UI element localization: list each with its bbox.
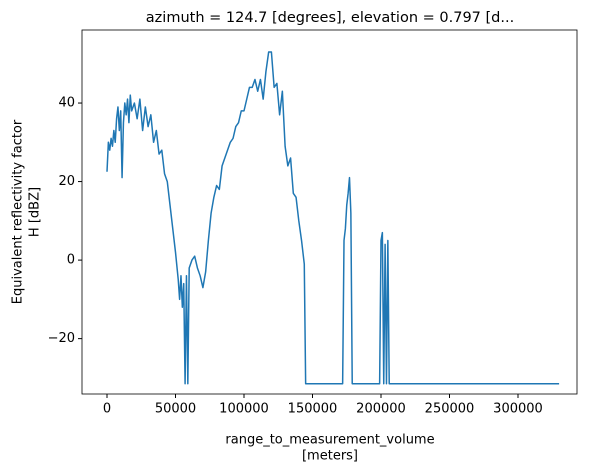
plot-frame — [81, 29, 578, 395]
y-axis-label: H [dBZ] — [28, 187, 43, 237]
data-line — [106, 51, 560, 385]
y-axis-label: Equivalent reflectivity factor — [11, 119, 26, 304]
y-tick-label: 20 — [58, 174, 75, 189]
x-tick-label: 50000 — [155, 402, 196, 417]
x-axis-label: range_to_measurement_volume — [225, 433, 434, 448]
x-tick-label: 300000 — [493, 402, 543, 417]
x-tick-label: 250000 — [425, 402, 475, 417]
y-tick-label: −20 — [48, 331, 75, 346]
x-tick-label: 200000 — [356, 402, 406, 417]
x-tick-label: 150000 — [288, 402, 338, 417]
y-tick-label: 40 — [58, 96, 75, 111]
x-tick-label: 0 — [103, 402, 111, 417]
x-tick-label: 100000 — [219, 402, 269, 417]
x-axis-label: [meters] — [302, 449, 358, 464]
y-tick-label: 0 — [67, 253, 75, 268]
chart-title: azimuth = 124.7 [degrees], elevation = 0… — [146, 10, 514, 26]
